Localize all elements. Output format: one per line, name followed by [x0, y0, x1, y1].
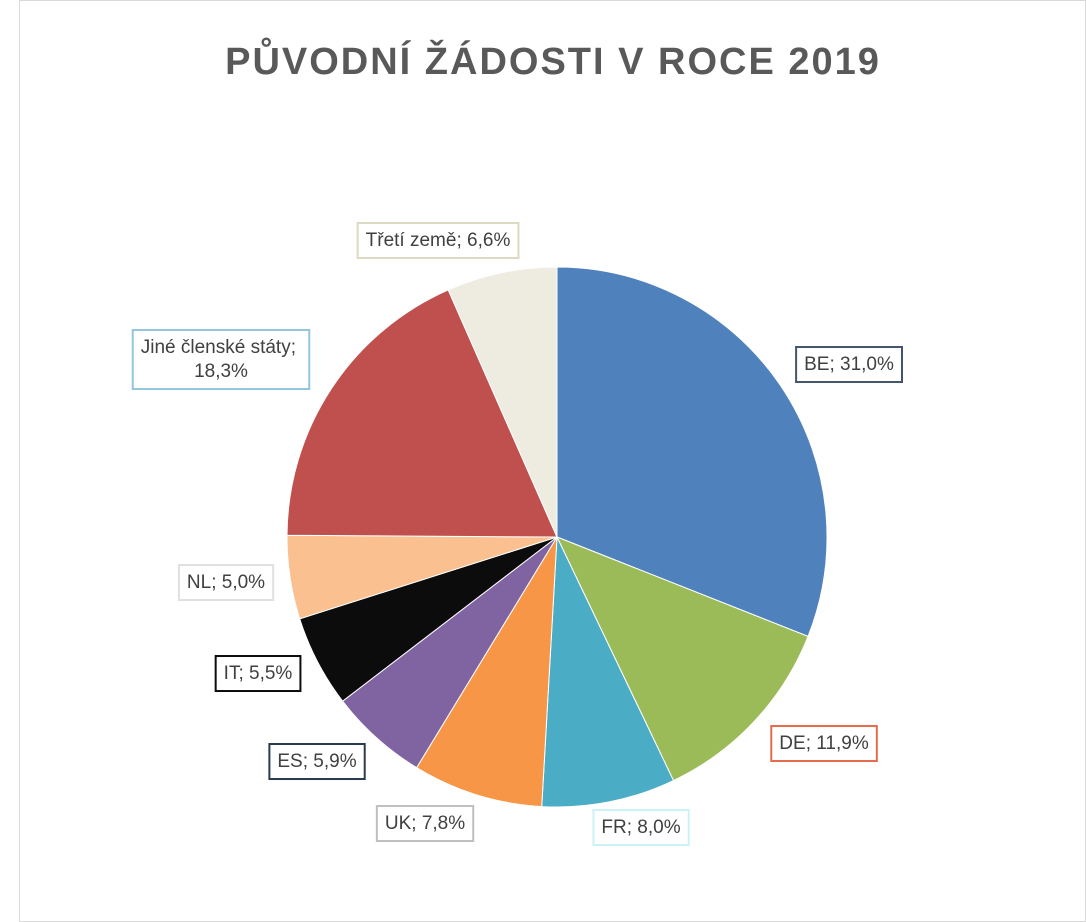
separator: ; — [829, 354, 840, 375]
data-label-text: FR; 8,0% — [601, 817, 680, 838]
data-label-box — [131, 329, 311, 391]
data-label-text: BE; 31,0% — [804, 354, 894, 375]
pie-slice — [415, 536, 558, 808]
data-label: DE; 11,9% — [770, 725, 878, 763]
data-label-text: NL; 5,0% — [187, 572, 265, 593]
data-label: ES; 5,9% — [268, 743, 366, 781]
data-label: Třetí země; 6,6% — [356, 222, 520, 260]
separator: ; — [291, 337, 302, 358]
value-label: 18,3% — [194, 361, 248, 382]
data-label: BE; 31,0% — [795, 346, 904, 384]
separator: ; — [806, 733, 817, 754]
pie-slice — [286, 289, 558, 538]
value-label: 7,8% — [422, 813, 465, 834]
value-label: 5,0% — [222, 572, 265, 593]
category-name: NL — [187, 572, 211, 593]
separator: ; — [211, 572, 222, 593]
separator: ; — [303, 751, 314, 772]
data-label-box — [268, 743, 366, 781]
data-label-box — [356, 222, 520, 260]
data-label: NL; 5,0% — [177, 564, 275, 602]
data-label-text: Třetí země; 6,6% — [366, 230, 511, 251]
data-label-box — [214, 655, 302, 693]
data-label-box — [177, 564, 275, 602]
category-name: Jiné členské státy — [141, 337, 291, 358]
pie — [286, 266, 828, 808]
data-label-box — [375, 805, 475, 843]
data-label-text: IT; 5,5% — [224, 663, 293, 684]
data-labels: BE; 31,0% DE; 11,9% FR; 8,0% UK; 7,8% ES; 5,… — [131, 222, 904, 847]
value-label: 5,9% — [313, 751, 356, 772]
value-label: 31,0% — [840, 354, 894, 375]
data-label-text: UK; 7,8% — [385, 813, 465, 834]
category-name: DE — [779, 733, 805, 754]
category-name: IT — [224, 663, 241, 684]
data-label: Jiné členské státy; 18,3% — [131, 329, 311, 391]
data-label-text: ES; 5,9% — [277, 751, 356, 772]
pie-slice — [555, 536, 809, 782]
data-label: UK; 7,8% — [375, 805, 475, 843]
data-label: FR; 8,0% — [592, 809, 690, 847]
separator: ; — [238, 663, 249, 684]
data-label-text: DE; 11,9% — [779, 733, 869, 754]
category-name: Třetí země — [366, 230, 457, 251]
separator: ; — [627, 817, 638, 838]
category-name: UK — [385, 813, 412, 834]
chart-title: PŮVODNÍ ŽÁDOSTI V ROCE 2019 — [225, 36, 881, 83]
value-label: 8,0% — [637, 817, 680, 838]
value-label: 11,9% — [816, 733, 869, 754]
category-name: BE — [804, 354, 829, 375]
data-label-text: Jiné členské státy; 18,3% — [141, 337, 302, 382]
value-label: 5,5% — [249, 663, 292, 684]
value-label: 6,6% — [467, 230, 510, 251]
separator: ; — [411, 813, 422, 834]
data-label-box — [592, 809, 690, 847]
category-name: FR — [601, 817, 626, 838]
category-name: ES — [277, 751, 302, 772]
separator: ; — [456, 230, 467, 251]
data-label-box — [770, 725, 878, 763]
pie-slice — [556, 266, 828, 638]
data-label: IT; 5,5% — [214, 655, 302, 693]
pie-slice — [541, 536, 675, 808]
pie-slice — [447, 266, 558, 538]
data-label-box — [795, 346, 904, 384]
